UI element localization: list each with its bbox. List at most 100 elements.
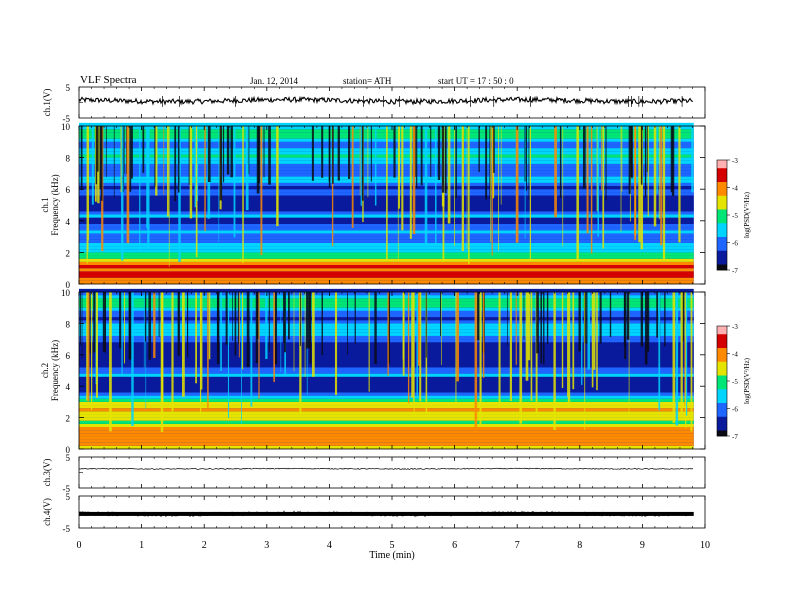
ch1_spectrum-colorbar-cell (717, 256, 727, 260)
ch2_spectrum-streak (307, 292, 311, 348)
ch1_spectrum-colorbar-cell (717, 267, 727, 271)
ch1_spectrum-streak (223, 126, 225, 183)
ch2_spectrum-streak (237, 292, 240, 344)
ch1_spectrum-streak (454, 126, 455, 247)
header-date: Jan. 12, 2014 (250, 76, 298, 86)
ch1_spectrum-streak (276, 126, 279, 227)
header-title: VLF Spectra (80, 74, 137, 86)
ch1_spectrum-channel-label: ch.1 (40, 197, 50, 212)
ch1_spectrum-streak (80, 126, 83, 191)
ch2_spectrum-streak (596, 292, 598, 391)
ch2_spectrum-streak (312, 292, 315, 377)
ch1_spectrum-streak (586, 126, 589, 234)
ch1_spectrum-colorbar-cell (717, 248, 727, 252)
ch2_spectrum-streak (274, 292, 277, 365)
ch4_waveform-ytick-bottom: -5 (63, 524, 71, 534)
ch1_spectrum-colorbar-cell (717, 223, 727, 227)
ch2_spectrum-streak (609, 292, 612, 338)
ch2_spectrum-streak (507, 292, 508, 346)
ch2_spectrum-colorbar-cell (717, 430, 727, 434)
ch2_spectrum-band-row (79, 288, 694, 292)
ch2_spectrum-band-row (79, 408, 694, 412)
ch2_spectrum-colorbar-cell (717, 334, 727, 338)
ch2_spectrum-bands (79, 288, 694, 449)
ch2_spectrum-streak (572, 292, 575, 390)
ch2_spectrum-colorbar-cell (717, 353, 727, 357)
ch1_spectrum-streak (596, 126, 598, 212)
ch1_spectrum-streak (490, 126, 492, 243)
ch1_spectrum-colorbar-cell (717, 160, 727, 164)
ch1_spectrum-streak (174, 126, 177, 202)
ch2_spectrum-colorbar-cell (717, 392, 727, 396)
ch2_spectrum-streak (546, 292, 549, 344)
ch1_spectrum-streak (662, 126, 666, 262)
x-tick-label: 0 (77, 540, 82, 551)
ch1_spectrum-band-row (79, 261, 694, 266)
ch2_spectrum-streak (672, 292, 676, 424)
ch2_spectrum-streak (685, 292, 687, 428)
ch1_spectrum-streak (515, 126, 519, 243)
ch2_spectrum-colorbar-cell (717, 403, 727, 407)
ch1_spectrum-colorbar-cell (717, 239, 727, 243)
ch1_spectrum-streak (91, 126, 94, 205)
ch1_spectrum-colorbar-cell (717, 231, 727, 235)
ch1_spectrum-streak (590, 126, 593, 254)
ch1_spectrum-streak (630, 126, 633, 177)
ch2_spectrum-streak (246, 292, 250, 368)
ch1_spectrum-colorbar-cell (717, 245, 727, 249)
ch2_spectrum-band-row (79, 430, 694, 434)
ch2_spectrum-streak (593, 292, 596, 370)
ch3_waveform-ylabel: ch.3(V) (42, 459, 52, 487)
ch1_spectrum-streak (226, 126, 230, 175)
ch2_spectrum-streak (273, 292, 275, 382)
ch2_spectrum-colorbar-cell (717, 372, 727, 376)
ch2_spectrum-streak (109, 292, 112, 432)
ch1_spectrum-streak (142, 126, 145, 173)
ch2_spectrum-streak (265, 292, 268, 360)
ch1_spectrum-ytick-label: 2 (66, 248, 71, 258)
ch2_spectrum-ytick-label: 8 (66, 319, 71, 329)
ch2_spectrum-colorbar-cell (717, 367, 727, 371)
ch1_spectrum-ytick-label: 10 (61, 122, 71, 132)
ch1_spectrum-streak (95, 126, 98, 185)
ch1_spectrum-streak (163, 126, 165, 195)
ch1_spectrum-band-row (79, 122, 694, 126)
ch1_spectrum-streak (131, 126, 133, 179)
ch1_spectrum-streak (168, 126, 170, 267)
ch1_spectrum-colorbar-cell (717, 220, 727, 224)
ch2_spectrum-colorbar-cell (717, 381, 727, 385)
ch2_spectrum-streak (540, 292, 542, 364)
ch1_spectrum-streak (245, 126, 249, 211)
ch2_spectrum-colorbar-cell (717, 425, 727, 429)
ch1_spectrum-ytick-label: 6 (66, 185, 71, 195)
ch2_spectrum-band-row (79, 445, 694, 449)
ch1_spectrum-streak (123, 126, 125, 174)
ch1_waveform-ytick-top: 5 (66, 83, 71, 93)
ch2_spectrum-streak (519, 292, 523, 424)
ch2_spectrum-colorbar-cell (717, 433, 727, 437)
ch1_spectrum-streak (268, 126, 271, 185)
ch1_spectrum-streak (526, 126, 528, 191)
ch2_spectrum-band-row (79, 433, 694, 437)
ch2_spectrum-streak (95, 292, 98, 398)
ch1_spectrum-streak (597, 126, 599, 237)
ch4_waveform-ylabel: ch.4(V) (42, 498, 52, 526)
ch3_waveform-ytick-top: 5 (66, 453, 71, 463)
ch2_spectrum-band-row (79, 389, 694, 393)
ch2_spectrum-streak (567, 292, 571, 407)
ch1_spectrum-colorbar-cell (717, 168, 727, 172)
ch1_spectrum-colorbar-label: -3 (732, 157, 738, 165)
ch1_spectrum-streak (189, 126, 193, 219)
ch1_spectrum-colorbar-cell (717, 173, 727, 177)
ch1_spectrum-streak (370, 126, 372, 182)
ch2_spectrum-streaks (80, 292, 693, 433)
ch1_spectrum-streak (493, 126, 495, 173)
ch2_spectrum-colorbar-cell (717, 356, 727, 360)
ch4_waveform-band (79, 511, 694, 516)
ch2_spectrum-streak (241, 292, 242, 425)
ch1_spectrum-colorbar-cell (717, 253, 727, 257)
ch2_spectrum-colorbar-cell (717, 326, 727, 330)
ch2_spectrum-colorbar-cell (717, 427, 727, 431)
ch1_spectrum-streak (466, 126, 468, 250)
ch1_spectrum-colorbar-cell (717, 187, 727, 191)
